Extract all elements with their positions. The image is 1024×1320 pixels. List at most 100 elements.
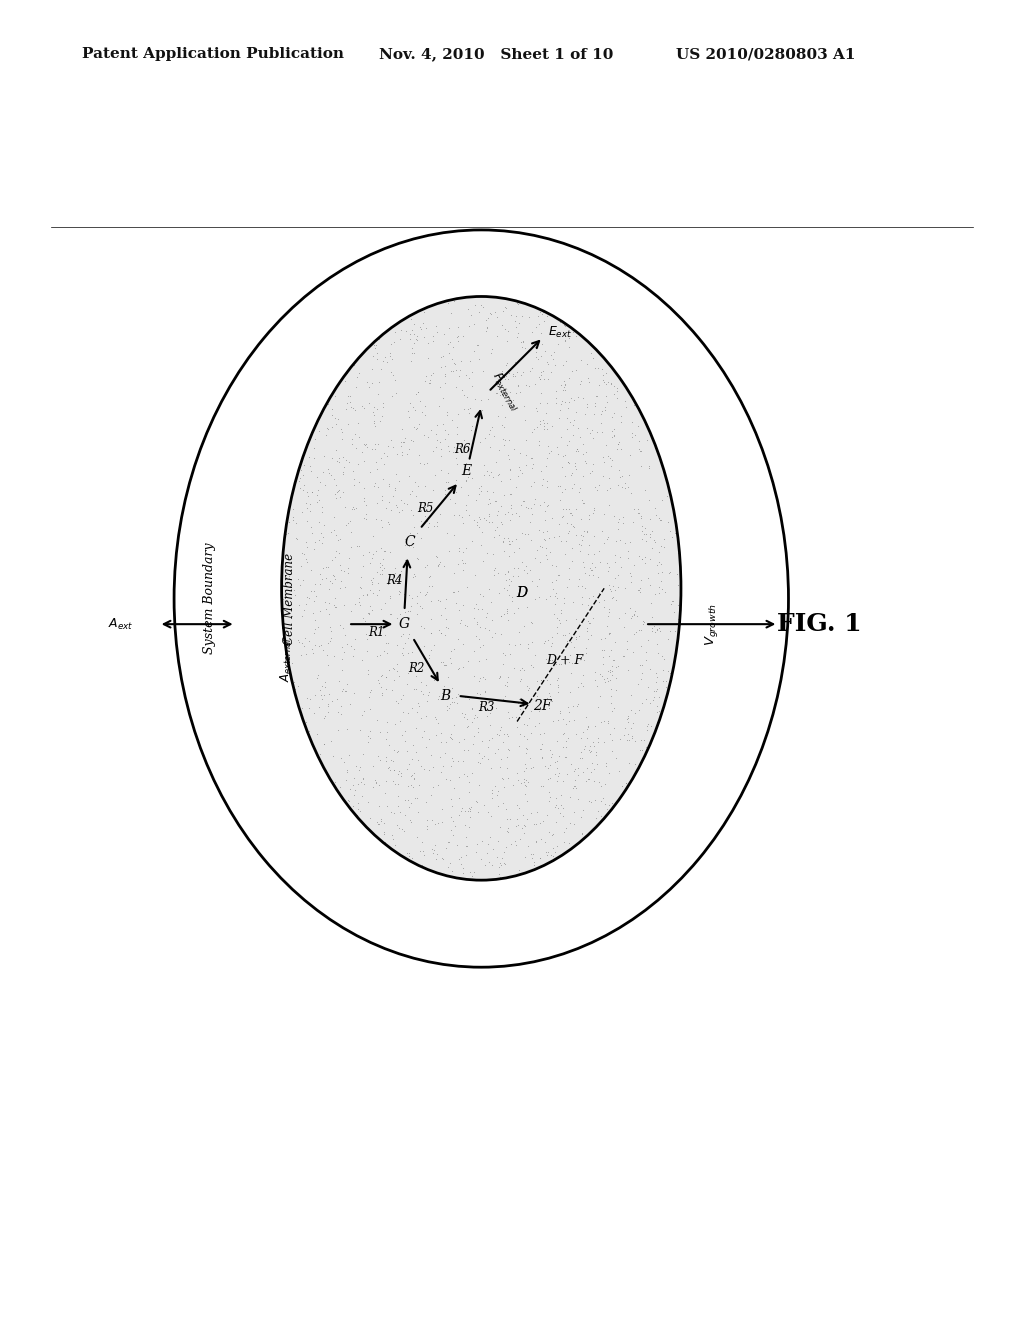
Point [497,854,513,875]
Point [469,706,485,727]
Point [300,486,316,507]
Point [473,294,489,315]
Point [662,562,678,583]
Point [310,511,327,532]
Point [512,442,528,463]
Point [464,866,480,887]
Point [557,330,573,351]
Point [506,393,522,414]
Point [337,624,353,645]
Point [581,535,597,556]
Point [652,553,669,574]
Point [460,651,476,672]
Point [347,628,364,649]
Point [499,723,515,744]
Point [512,459,528,480]
Point [351,473,368,494]
Point [486,775,503,796]
Point [646,615,663,636]
Point [361,808,378,829]
Point [351,363,368,384]
Point [508,814,524,836]
Point [587,396,603,417]
Point [579,354,595,375]
Point [600,561,616,582]
Point [593,413,609,434]
Point [583,762,599,783]
Point [601,795,617,816]
Point [565,776,582,797]
Point [497,297,513,318]
Point [620,723,636,744]
Point [470,628,486,649]
Point [509,809,525,830]
Point [293,556,309,577]
Point [315,734,332,755]
Point [437,420,454,441]
Point [547,586,563,607]
Point [371,796,387,817]
Point [393,444,410,465]
Point [521,306,538,327]
Point [413,708,429,729]
Point [539,351,555,372]
Point [354,785,371,807]
Point [392,762,409,783]
Point [557,713,573,734]
Point [362,680,379,701]
Point [373,510,389,531]
Point [651,552,668,573]
Point [457,704,473,725]
Point [511,688,527,709]
Point [574,444,591,465]
Point [527,488,544,510]
Point [487,519,504,540]
Point [558,747,574,768]
Point [308,585,325,606]
Point [402,535,419,556]
Point [615,616,632,638]
Point [569,789,586,810]
Point [452,360,468,381]
Point [604,587,621,609]
Point [346,682,362,704]
Point [536,528,552,549]
Point [449,326,465,347]
Point [354,396,371,417]
Point [555,723,571,744]
Point [494,384,510,405]
Point [514,337,530,358]
Point [473,849,489,870]
Point [548,795,564,816]
Point [488,383,505,404]
Point [378,746,394,767]
Point [384,437,400,458]
Point [573,742,590,763]
Point [382,342,398,363]
Point [365,544,381,565]
Point [579,727,595,748]
Point [392,603,409,624]
Point [532,461,549,482]
Point [553,393,569,414]
Point [340,562,356,583]
Point [374,664,390,685]
Point [349,367,366,388]
Point [464,375,480,396]
Point [421,565,437,586]
Point [602,455,618,477]
Point [328,474,344,495]
Point [477,510,494,531]
Point [613,412,630,433]
Point [614,512,631,533]
Point [339,392,355,413]
Point [496,417,512,438]
Point [433,722,450,743]
Point [548,653,564,675]
Point [490,370,507,391]
Point [392,329,409,350]
Point [591,475,607,496]
Point [566,455,583,477]
Point [556,747,572,768]
Point [610,519,627,540]
